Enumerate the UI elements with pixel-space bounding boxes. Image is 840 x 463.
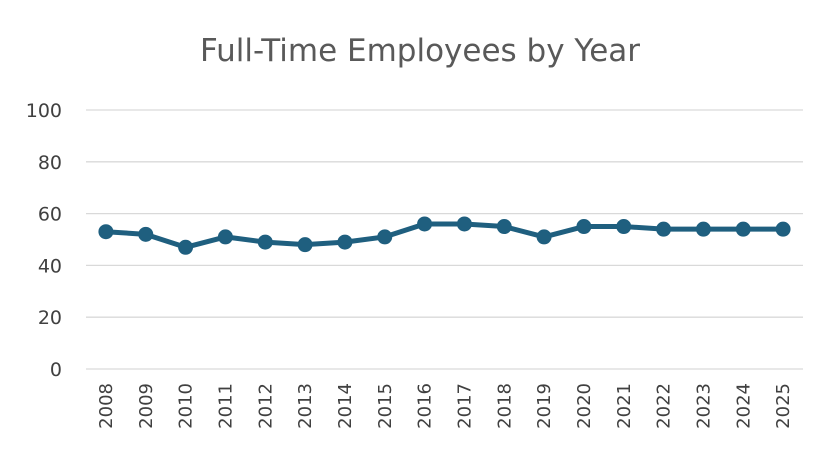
data-point: [417, 216, 433, 232]
data-point: [616, 219, 632, 235]
x-tick-label: 2013: [295, 383, 316, 429]
x-tick-label: 2020: [574, 383, 595, 429]
series-line: [103, 221, 786, 250]
gridlines: [86, 109, 803, 370]
x-tick-label: 2015: [375, 383, 396, 429]
series: [98, 216, 791, 255]
x-tick-label: 2008: [96, 383, 117, 429]
x-tick-label: 2011: [215, 383, 236, 429]
data-point: [98, 224, 114, 240]
data-point: [775, 221, 791, 237]
data-point: [536, 229, 552, 245]
x-tick-label: 2010: [176, 383, 197, 429]
x-tick-label: 2009: [136, 383, 157, 429]
y-tick-label: 100: [26, 100, 62, 122]
y-tick-label: 0: [50, 359, 62, 381]
x-tick-label: 2016: [415, 383, 436, 429]
data-point: [337, 234, 353, 250]
data-point: [297, 237, 313, 253]
x-tick-label: 2023: [693, 383, 714, 429]
x-tick-label: 2018: [494, 383, 515, 429]
x-tick-label: 2022: [654, 383, 675, 429]
y-axis-ticks: 0 20 40 60 80 100: [26, 100, 62, 381]
chart-title: Full-Time Employees by Year: [200, 33, 640, 69]
data-point: [576, 219, 592, 235]
y-tick-label: 40: [38, 255, 62, 277]
x-tick-label: 2024: [733, 383, 754, 429]
x-tick-label: 2014: [335, 383, 356, 429]
data-point: [217, 229, 233, 245]
data-point: [656, 221, 672, 237]
x-tick-label: 2017: [454, 383, 475, 429]
data-point: [456, 216, 472, 232]
x-tick-label: 2012: [255, 383, 276, 429]
data-point: [257, 234, 273, 250]
data-point: [138, 226, 154, 242]
data-point: [178, 239, 194, 255]
y-tick-label: 20: [38, 307, 62, 329]
y-tick-label: 60: [38, 204, 62, 226]
data-point: [496, 219, 512, 235]
data-point: [735, 221, 751, 237]
data-point: [695, 221, 711, 237]
x-tick-label: 2025: [773, 383, 794, 429]
y-tick-label: 80: [38, 152, 62, 174]
x-tick-label: 2019: [534, 383, 555, 429]
data-point: [377, 229, 393, 245]
x-axis-ticks: 2008 2009 2010 2011 2012 2013 2014 2015 2016 2017…: [96, 383, 794, 429]
x-tick-label: 2021: [614, 383, 635, 429]
